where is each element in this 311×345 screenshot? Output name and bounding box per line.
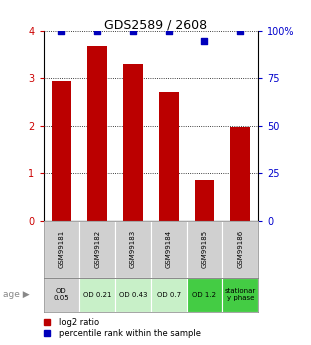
- Point: [202, 38, 207, 43]
- Text: GSM99184: GSM99184: [166, 230, 172, 268]
- Point: [238, 28, 243, 34]
- Point: [166, 28, 171, 34]
- Text: OD 1.2: OD 1.2: [193, 292, 216, 298]
- Bar: [195, 180, 214, 221]
- Text: OD 0.43: OD 0.43: [119, 292, 147, 298]
- Legend: log2 ratio, percentile rank within the sample: log2 ratio, percentile rank within the s…: [35, 315, 204, 341]
- Text: GSM99186: GSM99186: [237, 230, 243, 268]
- Text: OD
0.05: OD 0.05: [53, 288, 69, 302]
- Bar: [123, 64, 143, 221]
- Point: [95, 28, 100, 34]
- Bar: [52, 81, 71, 221]
- Text: OD 0.21: OD 0.21: [83, 292, 111, 298]
- Text: stationar
y phase: stationar y phase: [225, 288, 256, 302]
- Text: GDS2589 / 2608: GDS2589 / 2608: [104, 19, 207, 32]
- Text: age ▶: age ▶: [3, 290, 30, 299]
- Bar: [230, 127, 250, 221]
- Bar: [87, 46, 107, 221]
- Text: GSM99182: GSM99182: [94, 230, 100, 268]
- Text: OD 0.7: OD 0.7: [157, 292, 181, 298]
- Text: GSM99181: GSM99181: [58, 230, 64, 268]
- Point: [130, 28, 135, 34]
- Text: GSM99183: GSM99183: [130, 230, 136, 268]
- Text: GSM99185: GSM99185: [202, 230, 207, 268]
- Point: [59, 28, 64, 34]
- Bar: [159, 92, 179, 221]
